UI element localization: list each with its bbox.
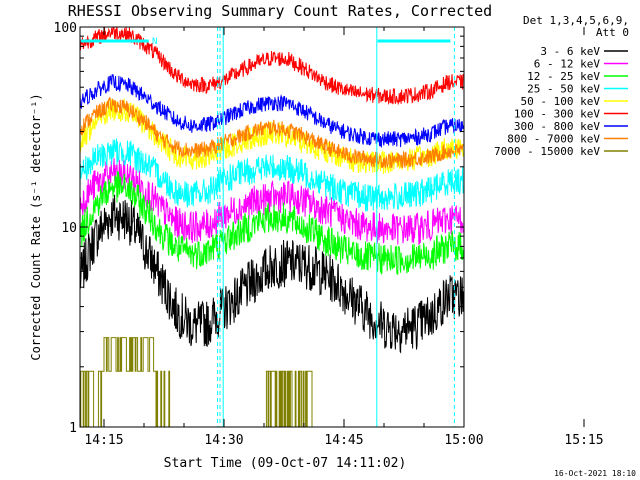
series-line-2 <box>80 171 464 275</box>
series-3 <box>80 138 464 212</box>
x-tick-label-3: 15:00 <box>444 433 483 448</box>
x-tick-label-0: 14:15 <box>84 433 123 448</box>
series-line-3 <box>80 138 464 212</box>
legend-label-4: 50 - 100 keV <box>521 95 601 108</box>
series-layer <box>80 27 464 427</box>
y-tick-label-2: 100 <box>54 21 77 36</box>
detector-info-line-1: Att 0 <box>596 26 629 39</box>
x-tick-label-2: 14:45 <box>324 433 363 448</box>
series-line-5 <box>80 27 464 106</box>
series-8 <box>80 337 464 427</box>
legend-label-5: 100 - 300 keV <box>514 108 600 121</box>
legend-label-2: 12 - 25 keV <box>527 70 600 83</box>
series-line-7 <box>80 96 464 169</box>
legend-label-6: 300 - 800 keV <box>514 120 600 133</box>
legend-label-0: 3 - 6 keV <box>540 45 600 58</box>
timestamp-label: 16-Oct-2021 18:10 <box>554 469 636 478</box>
detector-info-line-0: Det 1,3,4,5,6,9, <box>523 14 629 27</box>
series-line-0 <box>80 194 464 354</box>
axis-layer: 14:1514:3014:4515:0015:1515:3015:4511010… <box>54 21 604 448</box>
series-0 <box>80 194 464 354</box>
x-tick-label-1: 14:30 <box>204 433 243 448</box>
series-2 <box>80 171 464 275</box>
y-tick-label-1: 10 <box>61 221 77 236</box>
series-line-6 <box>80 73 464 149</box>
night-marker: N <box>152 37 157 47</box>
legend-label-3: 25 - 50 keV <box>527 83 600 96</box>
series-5 <box>80 27 464 106</box>
series-line-8 <box>80 337 464 427</box>
legend-label-1: 6 - 12 keV <box>534 58 601 71</box>
x-tick-label-4: 15:15 <box>564 433 603 448</box>
x-axis-label: Start Time (09-Oct-07 14:11:02) <box>164 456 407 471</box>
legend-label-7: 800 - 7000 keV <box>507 133 600 146</box>
series-6 <box>80 73 464 149</box>
chart-title: RHESSI Observing Summary Count Rates, Co… <box>68 2 492 20</box>
y-tick-label-0: 1 <box>69 421 77 436</box>
y-axis-label: Corrected Count Rate (s⁻¹ detector⁻¹) <box>29 93 43 360</box>
series-7 <box>80 96 464 169</box>
legend-label-8: 7000 - 15000 keV <box>494 145 600 158</box>
